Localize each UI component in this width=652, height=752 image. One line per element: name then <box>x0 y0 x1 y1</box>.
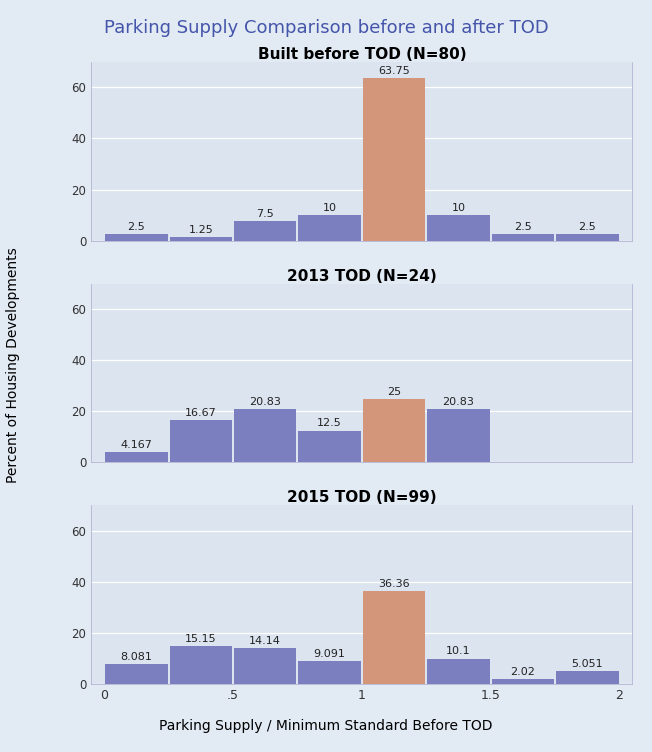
Text: Parking Supply / Minimum Standard Before TOD: Parking Supply / Minimum Standard Before… <box>159 719 493 733</box>
Bar <box>299 661 361 684</box>
Text: 9.091: 9.091 <box>314 649 346 659</box>
Bar <box>234 222 297 241</box>
Text: 8.081: 8.081 <box>121 652 153 662</box>
Bar <box>363 77 425 241</box>
Bar <box>427 409 490 462</box>
Text: 2015 TOD (N=99): 2015 TOD (N=99) <box>287 490 437 505</box>
Text: 20.83: 20.83 <box>443 397 475 407</box>
Text: 4.167: 4.167 <box>121 440 153 450</box>
Text: 2013 TOD (N=24): 2013 TOD (N=24) <box>287 268 437 284</box>
Text: 15.15: 15.15 <box>185 633 216 644</box>
Text: 2.5: 2.5 <box>128 222 145 232</box>
Text: Built before TOD (N=80): Built before TOD (N=80) <box>258 47 466 62</box>
Text: 63.75: 63.75 <box>378 65 410 76</box>
Text: 2.02: 2.02 <box>511 667 535 677</box>
Bar <box>170 238 232 241</box>
Bar <box>105 452 168 462</box>
Bar <box>492 679 554 684</box>
Text: 36.36: 36.36 <box>378 579 410 590</box>
Text: 14.14: 14.14 <box>249 636 281 646</box>
Bar <box>299 431 361 462</box>
Text: 7.5: 7.5 <box>256 209 274 220</box>
Text: 20.83: 20.83 <box>249 397 281 407</box>
Text: Percent of Housing Developments: Percent of Housing Developments <box>6 247 20 483</box>
Text: 12.5: 12.5 <box>318 419 342 429</box>
Bar <box>427 215 490 241</box>
Bar <box>556 235 619 241</box>
Bar <box>105 235 168 241</box>
Text: 10: 10 <box>451 203 466 213</box>
Text: 25: 25 <box>387 387 401 396</box>
Text: 5.051: 5.051 <box>572 660 603 669</box>
Text: 10.1: 10.1 <box>446 647 471 656</box>
Bar <box>170 646 232 684</box>
Bar <box>427 659 490 684</box>
Text: 2.5: 2.5 <box>514 222 532 232</box>
Bar <box>170 420 232 462</box>
Bar <box>234 648 297 684</box>
Text: 10: 10 <box>323 203 336 213</box>
Bar <box>363 591 425 684</box>
Bar <box>105 664 168 684</box>
Bar <box>363 399 425 462</box>
Bar <box>492 235 554 241</box>
Text: Parking Supply Comparison before and after TOD: Parking Supply Comparison before and aft… <box>104 19 548 37</box>
Text: 1.25: 1.25 <box>188 226 213 235</box>
Bar <box>556 672 619 684</box>
Text: 16.67: 16.67 <box>185 408 216 418</box>
Text: 2.5: 2.5 <box>578 222 596 232</box>
Bar <box>299 215 361 241</box>
Bar <box>234 409 297 462</box>
